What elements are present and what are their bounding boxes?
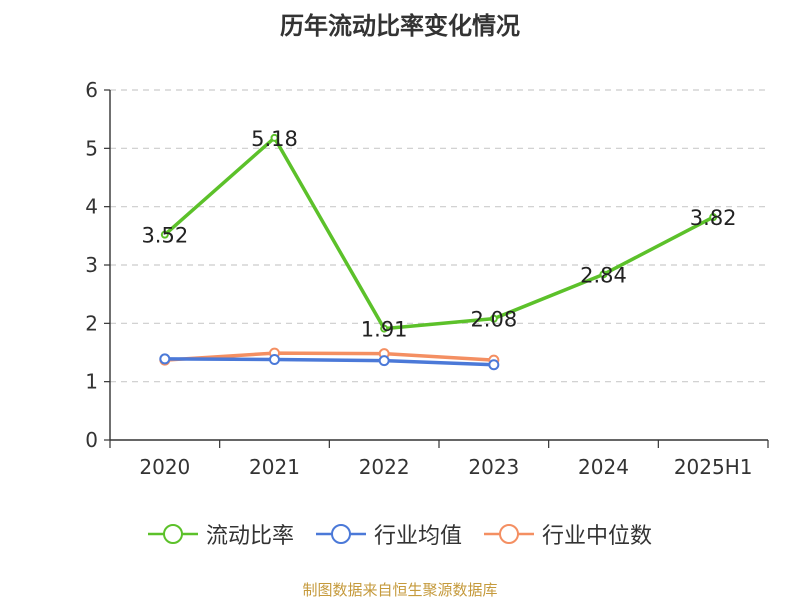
data-label: 5.18 [251,127,298,151]
data-point [160,230,169,239]
y-tick-label: 1 [85,370,98,394]
x-tick-label: 2021 [249,455,300,479]
y-tick-label: 5 [85,136,98,160]
data-point [270,133,279,142]
data-label: 2.08 [470,308,517,332]
data-label: 3.82 [690,206,737,230]
data-point [380,324,389,333]
y-tick-label: 6 [85,78,98,102]
legend-label: 行业均值 [373,524,462,549]
data-label: 2.84 [580,263,627,287]
legend-item-current-ratio[interactable]: 流动比率 [147,518,294,550]
x-tick-label: 2022 [359,455,410,479]
data-point [709,213,718,222]
legend: 流动比率 行业均值 行业中位数 [0,518,800,550]
data-point [489,314,498,323]
data-point [488,359,500,371]
x-tick-label: 2024 [578,455,629,479]
legend-item-industry-mean[interactable]: 行业均值 [315,518,462,550]
series-line [163,357,496,367]
x-tick-label: 2025H1 [674,455,753,479]
data-point [269,354,280,365]
series-lines [159,133,718,371]
data-point [599,270,608,279]
chart-title: 历年流动比率变化情况 [280,12,520,40]
x-tick-label: 2023 [468,455,519,479]
gridlines [110,89,768,383]
data-label: 1.91 [361,318,408,342]
data-labels: 3.52 5.18 1.91 2.08 2.84 3.82 [141,127,736,342]
data-point [159,353,171,365]
legend-marker-icon [484,524,534,544]
legend-marker-icon [147,524,198,544]
x-tick-label: 2020 [139,455,190,479]
series-line [163,351,496,362]
y-tick-label: 3 [85,253,98,277]
legend-label: 行业中位数 [542,524,653,549]
y-tick-label: 4 [85,195,98,219]
legend-item-industry-median[interactable]: 行业中位数 [484,518,652,550]
axes: 0 1 2 3 4 5 6 2020 2021 2022 2023 2024 2025H1 [85,78,769,479]
y-tick-label: 2 [85,311,98,335]
source-note: 制图数据来自恒生聚源数据库 [302,581,498,599]
y-tick-label: 0 [85,428,98,452]
legend-marker-icon [315,524,366,544]
data-label: 3.52 [141,224,188,248]
legend-label: 流动比率 [205,524,294,549]
series-line [163,136,715,331]
data-point [378,355,390,367]
